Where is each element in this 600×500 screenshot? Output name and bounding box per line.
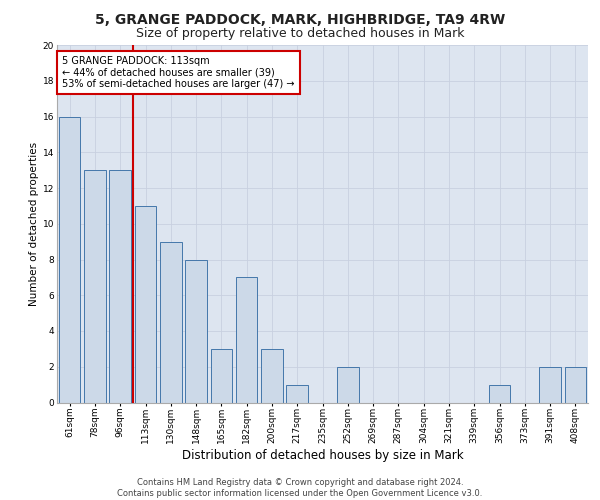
Text: 5, GRANGE PADDOCK, MARK, HIGHBRIDGE, TA9 4RW: 5, GRANGE PADDOCK, MARK, HIGHBRIDGE, TA9… [95, 12, 505, 26]
Bar [286, 384, 308, 402]
Bar [135, 206, 156, 402]
Bar [185, 260, 207, 402]
Bar [489, 384, 510, 402]
Bar [160, 242, 182, 402]
Text: Contains HM Land Registry data © Crown copyright and database right 2024.
Contai: Contains HM Land Registry data © Crown c… [118, 478, 482, 498]
Bar [236, 278, 257, 402]
X-axis label: Distribution of detached houses by size in Mark: Distribution of detached houses by size … [182, 448, 463, 462]
Text: 5 GRANGE PADDOCK: 113sqm
← 44% of detached houses are smaller (39)
53% of semi-d: 5 GRANGE PADDOCK: 113sqm ← 44% of detach… [62, 56, 295, 89]
Bar [84, 170, 106, 402]
Text: Size of property relative to detached houses in Mark: Size of property relative to detached ho… [136, 28, 464, 40]
Bar [59, 116, 80, 403]
Bar [565, 367, 586, 402]
Bar [211, 349, 232, 403]
Bar [539, 367, 561, 402]
Bar [337, 367, 359, 402]
Bar [109, 170, 131, 402]
Y-axis label: Number of detached properties: Number of detached properties [29, 142, 38, 306]
Bar [261, 349, 283, 403]
